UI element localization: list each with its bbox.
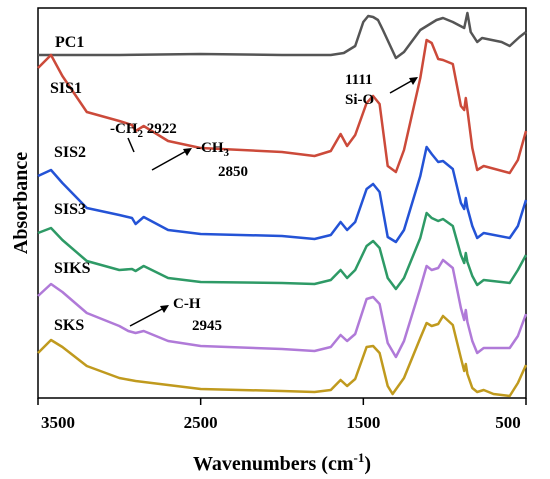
annotation-ch2-leader bbox=[127, 137, 135, 153]
x-axis-ticks: 3500 2500 1500 500 bbox=[37, 398, 527, 432]
series-line-sis3 bbox=[37, 211, 528, 291]
x-axis-title-sup: -1 bbox=[354, 450, 365, 465]
annotation-ch3-prefix: -CH bbox=[196, 140, 224, 156]
annotation-ch-arrow bbox=[129, 307, 165, 327]
annotation-ch-value: 2945 bbox=[192, 318, 222, 334]
series-lines bbox=[37, 11, 528, 398]
annotation-ch3-sub: 3 bbox=[224, 147, 230, 159]
series-line-sis1 bbox=[37, 38, 528, 175]
series-label-sis1: SIS1 bbox=[50, 80, 82, 97]
x-axis-title-end: ) bbox=[364, 453, 371, 475]
annotation-sio-value: 1111 bbox=[345, 72, 373, 88]
x-axis-title-main: Wavenumbers (cm bbox=[193, 453, 354, 475]
series-line-sis2 bbox=[37, 145, 528, 244]
series-line-sks bbox=[37, 314, 528, 398]
annotation-ch3-arrow bbox=[151, 149, 189, 171]
series-line-siks bbox=[37, 258, 528, 359]
series-label-sis3: SIS3 bbox=[54, 201, 86, 218]
annotation-sio-arrow bbox=[389, 79, 414, 94]
annotation-sio-arrowhead bbox=[409, 77, 418, 85]
series-label-sks: SKS bbox=[54, 317, 84, 334]
annotation-ch-arrowhead bbox=[160, 305, 169, 313]
series-label-pc1: PC1 bbox=[55, 34, 84, 51]
annotation-ch3-arrowhead bbox=[183, 148, 192, 156]
x-tick-label: 500 bbox=[495, 413, 521, 432]
annotation-ch3: -CH3 bbox=[196, 140, 230, 159]
x-tick-label: 3500 bbox=[41, 413, 75, 432]
annotation-ch-label: C-H bbox=[173, 296, 201, 312]
annotation-sio-label: Si-O bbox=[345, 92, 374, 108]
annotation-ch2: -CH2 2922 bbox=[110, 121, 177, 140]
annotation-ch2-prefix: -CH bbox=[110, 121, 138, 137]
annotation-ch3-value: 2850 bbox=[218, 164, 248, 180]
x-tick-label: 2500 bbox=[184, 413, 218, 432]
annotation-ch2-value: 2922 bbox=[143, 121, 177, 137]
y-axis-title: Absorbance bbox=[10, 152, 32, 254]
x-axis-title: Wavenumbers (cm-1) bbox=[193, 450, 371, 475]
x-tick-label: 1500 bbox=[346, 413, 380, 432]
annotation-ch2-sub: 2 bbox=[138, 128, 144, 140]
series-line-pc1 bbox=[38, 11, 527, 60]
series-label-siks: SIKS bbox=[54, 260, 91, 277]
series-label-sis2: SIS2 bbox=[54, 144, 86, 161]
